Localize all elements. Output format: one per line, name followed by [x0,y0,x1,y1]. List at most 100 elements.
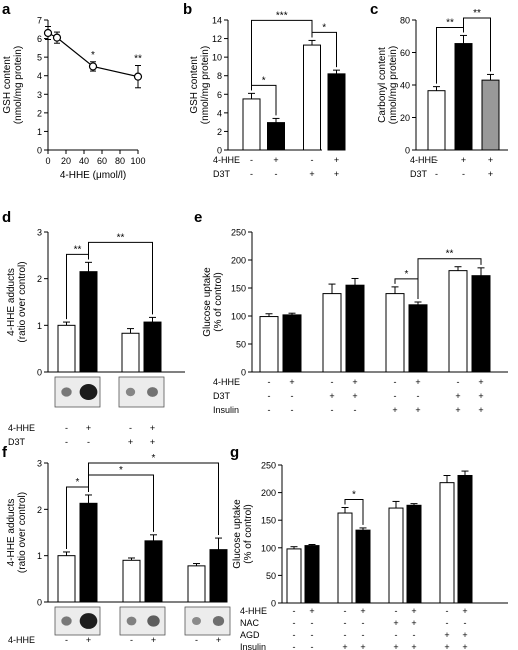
panel-d-condition-mark: + [150,423,155,433]
panel-a-y-axis-label: GSH content [2,56,13,113]
panel-e-condition-mark: + [415,377,420,387]
panel-a-significance-mark: ** [134,54,142,65]
panel-e-condition-mark: - [354,405,357,415]
panel-a-x-tick-label: 0 [45,156,50,166]
panel-g-bar [337,512,353,604]
panel-b-y-tick-label: 4 [217,108,222,118]
panel-a-x-tick-label: 60 [97,156,107,166]
panel-g-condition-label: Insulin [240,642,266,650]
panel-g-condition-mark: - [362,630,365,640]
panel-g-condition-label: 4-HHE [240,606,267,616]
panel-c-significance-mark: ** [473,8,481,19]
panel-g-condition-mark: + [393,642,398,650]
panel-f-condition-mark: + [216,635,221,645]
panel-f-significance-mark: * [152,453,156,464]
panel-e-condition-label: D3T [213,391,231,401]
panel-g-y-axis-label: (% of control) [243,504,254,563]
panel-d-blot-spot [125,387,136,397]
panel-g-condition-mark: - [344,606,347,616]
panel-b-condition-mark: - [311,155,314,165]
panel-d-significance-mark: ** [117,232,125,243]
panel-label-a: a [2,1,11,18]
panel-b-y-tick-label: 2 [217,127,222,137]
panel-d-condition-mark: - [129,423,132,433]
panel-f-y-tick-label: 1 [37,551,42,561]
panel-a-data-point [88,62,98,71]
panel-a-y-tick-label: 1 [37,127,42,137]
panel-a-y-tick-label: 5 [37,53,42,63]
panel-d-condition-mark: + [150,437,155,447]
panel-g-bar [406,504,422,604]
panel-d-blot-spot [147,387,158,397]
panel-b-bar [267,122,285,151]
panel-a-x-tick-label: 80 [115,156,125,166]
panel-e-condition-mark: - [291,391,294,401]
panel-b-significance-mark: * [322,22,326,33]
panel-f-bar [57,555,76,603]
panel-f-y-axis-label: 4-HHE adducts [6,499,17,567]
panel-g-bar [439,482,455,604]
panel-c-condition-mark: + [488,155,493,165]
panel-c-condition-label: D3T [410,169,428,179]
panel-d-condition-mark: + [128,437,133,447]
panel-g-condition-mark: + [360,606,365,616]
panel-c-condition-mark: - [435,155,438,165]
panel-e-y-tick-label: 200 [231,256,246,266]
panel-f-y-axis-label: (ratio over control) [17,492,28,573]
panel-e-condition-mark: + [415,405,420,415]
panel-e-condition-mark: + [329,391,334,401]
panel-f-y-tick-label: 3 [37,459,42,469]
panel-f-condition-mark: + [86,635,91,645]
panel-g-bar [457,474,473,604]
panel-d-bar [57,324,76,373]
panel-b-y-tick-label: 14 [212,16,222,26]
panel-f-bar [122,559,141,603]
panel-e-condition-mark: + [478,405,483,415]
panel-b-bar [327,73,346,151]
panel-label-e: e [194,209,202,226]
panel-e-condition-mark: + [455,405,460,415]
panel-b-condition-mark: - [250,169,253,179]
panel-f-y-tick-label: 0 [37,598,42,608]
panel-a-x-tick-label: 20 [61,156,71,166]
panel-d-blot-spot [61,387,72,397]
panel-e-condition-mark: - [457,377,460,387]
panel-b-y-axis-label: GSH content [189,56,200,113]
panel-g-condition-mark: - [293,642,296,650]
panel-g-y-axis-label: Glucose uptake [232,499,243,569]
panel-e-y-tick-label: 250 [231,228,246,238]
panel-a-data-point [52,33,62,42]
panel-c-y-tick-label: 60 [400,48,410,58]
panel-e-condition-mark: + [455,391,460,401]
panel-b-y-tick-label: 12 [212,34,222,44]
panel-a-series-line [47,32,139,78]
panel-f-condition-mark: - [130,635,133,645]
panel-g-condition-mark: + [411,618,416,628]
panel-e-y-axis-label: Glucose uptake [202,267,213,337]
panel-b-significance-mark: *** [276,10,288,21]
panel-a-y-tick-label: 7 [37,16,42,26]
panel-b-y-axis-label: (nmol/mg protein) [200,46,211,124]
panel-d-bar [143,321,162,373]
panel-b-bar [242,98,261,151]
panel-c-condition-label: 4-HHE [410,155,437,165]
panel-c-y-tick-label: 40 [400,81,410,91]
panel-e-condition-mark: - [268,391,271,401]
panel-d-bar [79,271,98,373]
panel-g-y-tick-label: 200 [261,488,276,498]
panel-a-data-point [43,28,53,38]
panel-a-y-tick-label: 0 [37,146,42,156]
panel-b-condition-mark: - [275,169,278,179]
panel-e-condition-mark: - [417,391,420,401]
panel-c-y-tick-label: 80 [400,16,410,26]
panel-e-condition-mark: + [392,405,397,415]
panel-g-condition-mark: - [395,606,398,616]
panel-f-significance-bracket [88,474,154,532]
panel-e-condition-mark: - [268,377,271,387]
panel-c-y-axis-label: Carbonyl content [377,47,388,123]
panel-d-condition-mark: + [86,423,91,433]
panel-d-y-tick-label: 1 [37,321,42,331]
panel-e-condition-label: Insulin [213,405,239,415]
panel-d-condition-label: 4-HHE [8,423,35,433]
panel-e-y-tick-label: 0 [241,368,246,378]
